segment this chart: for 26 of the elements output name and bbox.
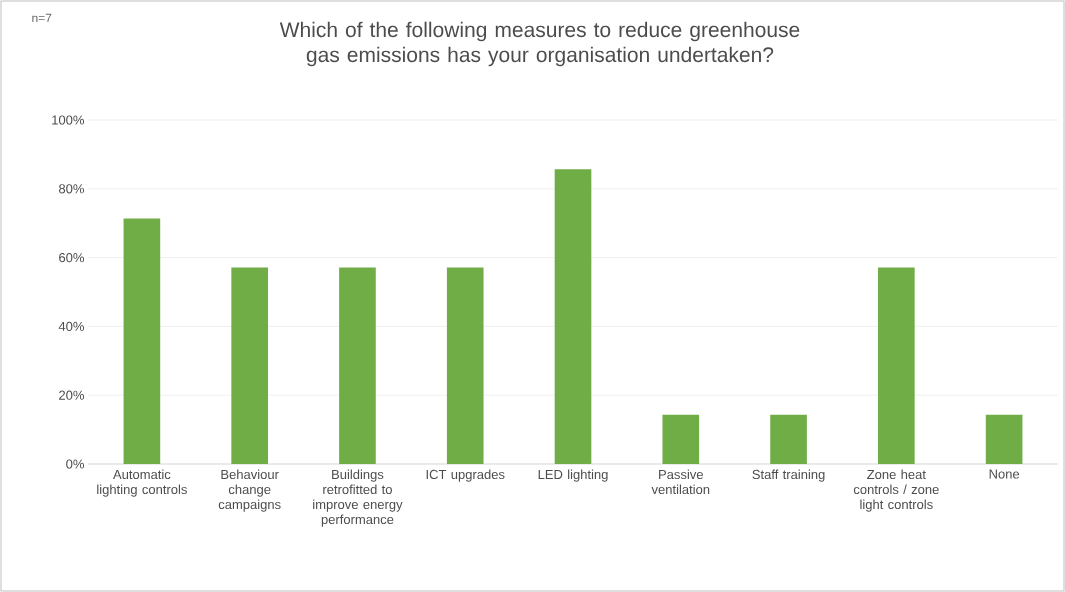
bar [123,218,161,464]
x-tick-label: Staff training [752,469,825,482]
x-tick-label: Behaviour change campaigns [218,469,281,512]
y-tick-label: 20% [59,390,85,400]
x-tick-label: Passive ventilation [651,469,710,495]
bar [446,267,484,464]
bar [662,414,700,464]
bar [554,169,592,464]
y-tick-label: 0% [66,459,85,469]
x-tick-label: Automatic lighting controls [97,469,187,497]
y-tick-label: 60% [59,252,85,263]
x-tick-label: ICT upgrades [426,469,505,482]
chart-title: Which of the following measures to reduce greenhouse gas emissions has your organisation undertaken? [279,21,800,67]
x-tick-label: None [989,469,1020,479]
x-tick-label: Buildings retrofitted to improve energy performance [313,469,403,527]
bar [878,267,915,464]
text: n=7 [32,13,52,23]
bar [231,267,268,464]
y-tick-label: 80% [59,184,85,194]
y-tick-label: 100% [52,115,85,125]
bar [770,414,807,464]
bar [339,267,376,464]
bar [985,414,1023,464]
x-tick-label: Zone heat controls / zone light controls [853,469,939,512]
x-tick-label: LED lighting [538,469,608,482]
y-tick-label: 40% [58,321,85,331]
